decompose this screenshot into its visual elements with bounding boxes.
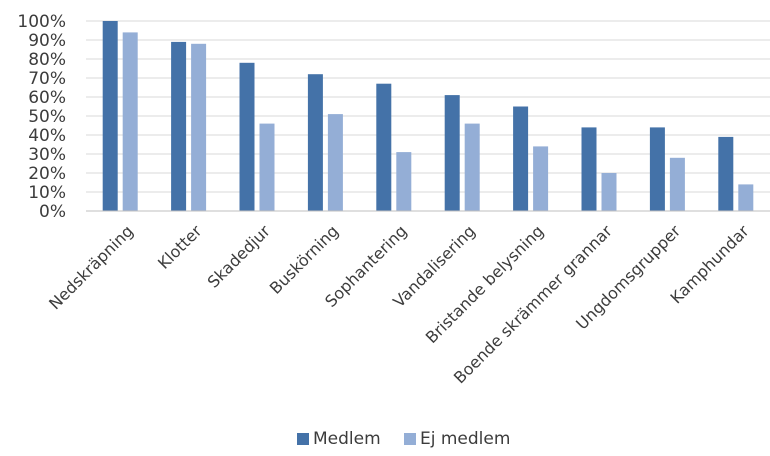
legend-label: Ej medlem (420, 429, 510, 449)
bars (102, 21, 754, 212)
legend-label: Medlem (313, 429, 381, 449)
x-category-label: Bristande belysning (422, 221, 548, 347)
x-category-label: Skadedjur (204, 221, 274, 291)
bar-ej-medlem (738, 184, 754, 211)
y-tick-label: 20% (28, 164, 66, 184)
y-tick-label: 0% (39, 202, 66, 222)
gridlines (86, 20, 770, 193)
bar-medlem (171, 41, 187, 212)
y-tick-label: 60% (28, 88, 66, 108)
y-tick-label: 70% (28, 69, 66, 89)
bar-ej-medlem (122, 32, 138, 212)
bar-medlem (307, 74, 323, 211)
bar-ej-medlem (464, 123, 480, 211)
y-tick-label: 90% (28, 31, 66, 51)
bar-medlem (376, 83, 392, 211)
bar-medlem (102, 21, 118, 211)
bar-medlem (718, 136, 734, 211)
bar-ej-medlem (259, 123, 275, 211)
x-category-label: Nedskräpning (45, 221, 137, 313)
bar-medlem (444, 95, 460, 211)
legend-swatch (297, 433, 309, 445)
y-tick-label: 10% (28, 183, 66, 203)
bar-medlem (513, 106, 529, 211)
y-tick-label: 100% (17, 12, 66, 32)
y-tick-label: 40% (28, 126, 66, 146)
y-tick-label: 50% (28, 107, 66, 127)
legend-swatch (404, 433, 416, 445)
bar-ej-medlem (191, 43, 207, 211)
x-axis-labels: Nedskräpning KlotterSkadedjurBuskörningSo… (45, 221, 753, 387)
bar-medlem (649, 127, 665, 211)
x-category-label: Klotter (154, 221, 206, 273)
bar-ej-medlem (327, 114, 343, 211)
bar-medlem (239, 62, 255, 211)
y-tick-label: 30% (28, 145, 66, 165)
bar-ej-medlem (396, 152, 412, 211)
bar-ej-medlem (533, 146, 549, 211)
legend: Medlem Ej medlem (297, 429, 510, 449)
bar-ej-medlem (601, 173, 617, 211)
y-axis-ticks: 0%10%20%30%40%50%60%70%80%90%100% (17, 12, 66, 222)
bar-medlem (581, 127, 597, 211)
x-category-label: Buskörning (266, 221, 342, 297)
y-tick-label: 80% (28, 50, 66, 70)
bar-ej-medlem (669, 157, 685, 211)
